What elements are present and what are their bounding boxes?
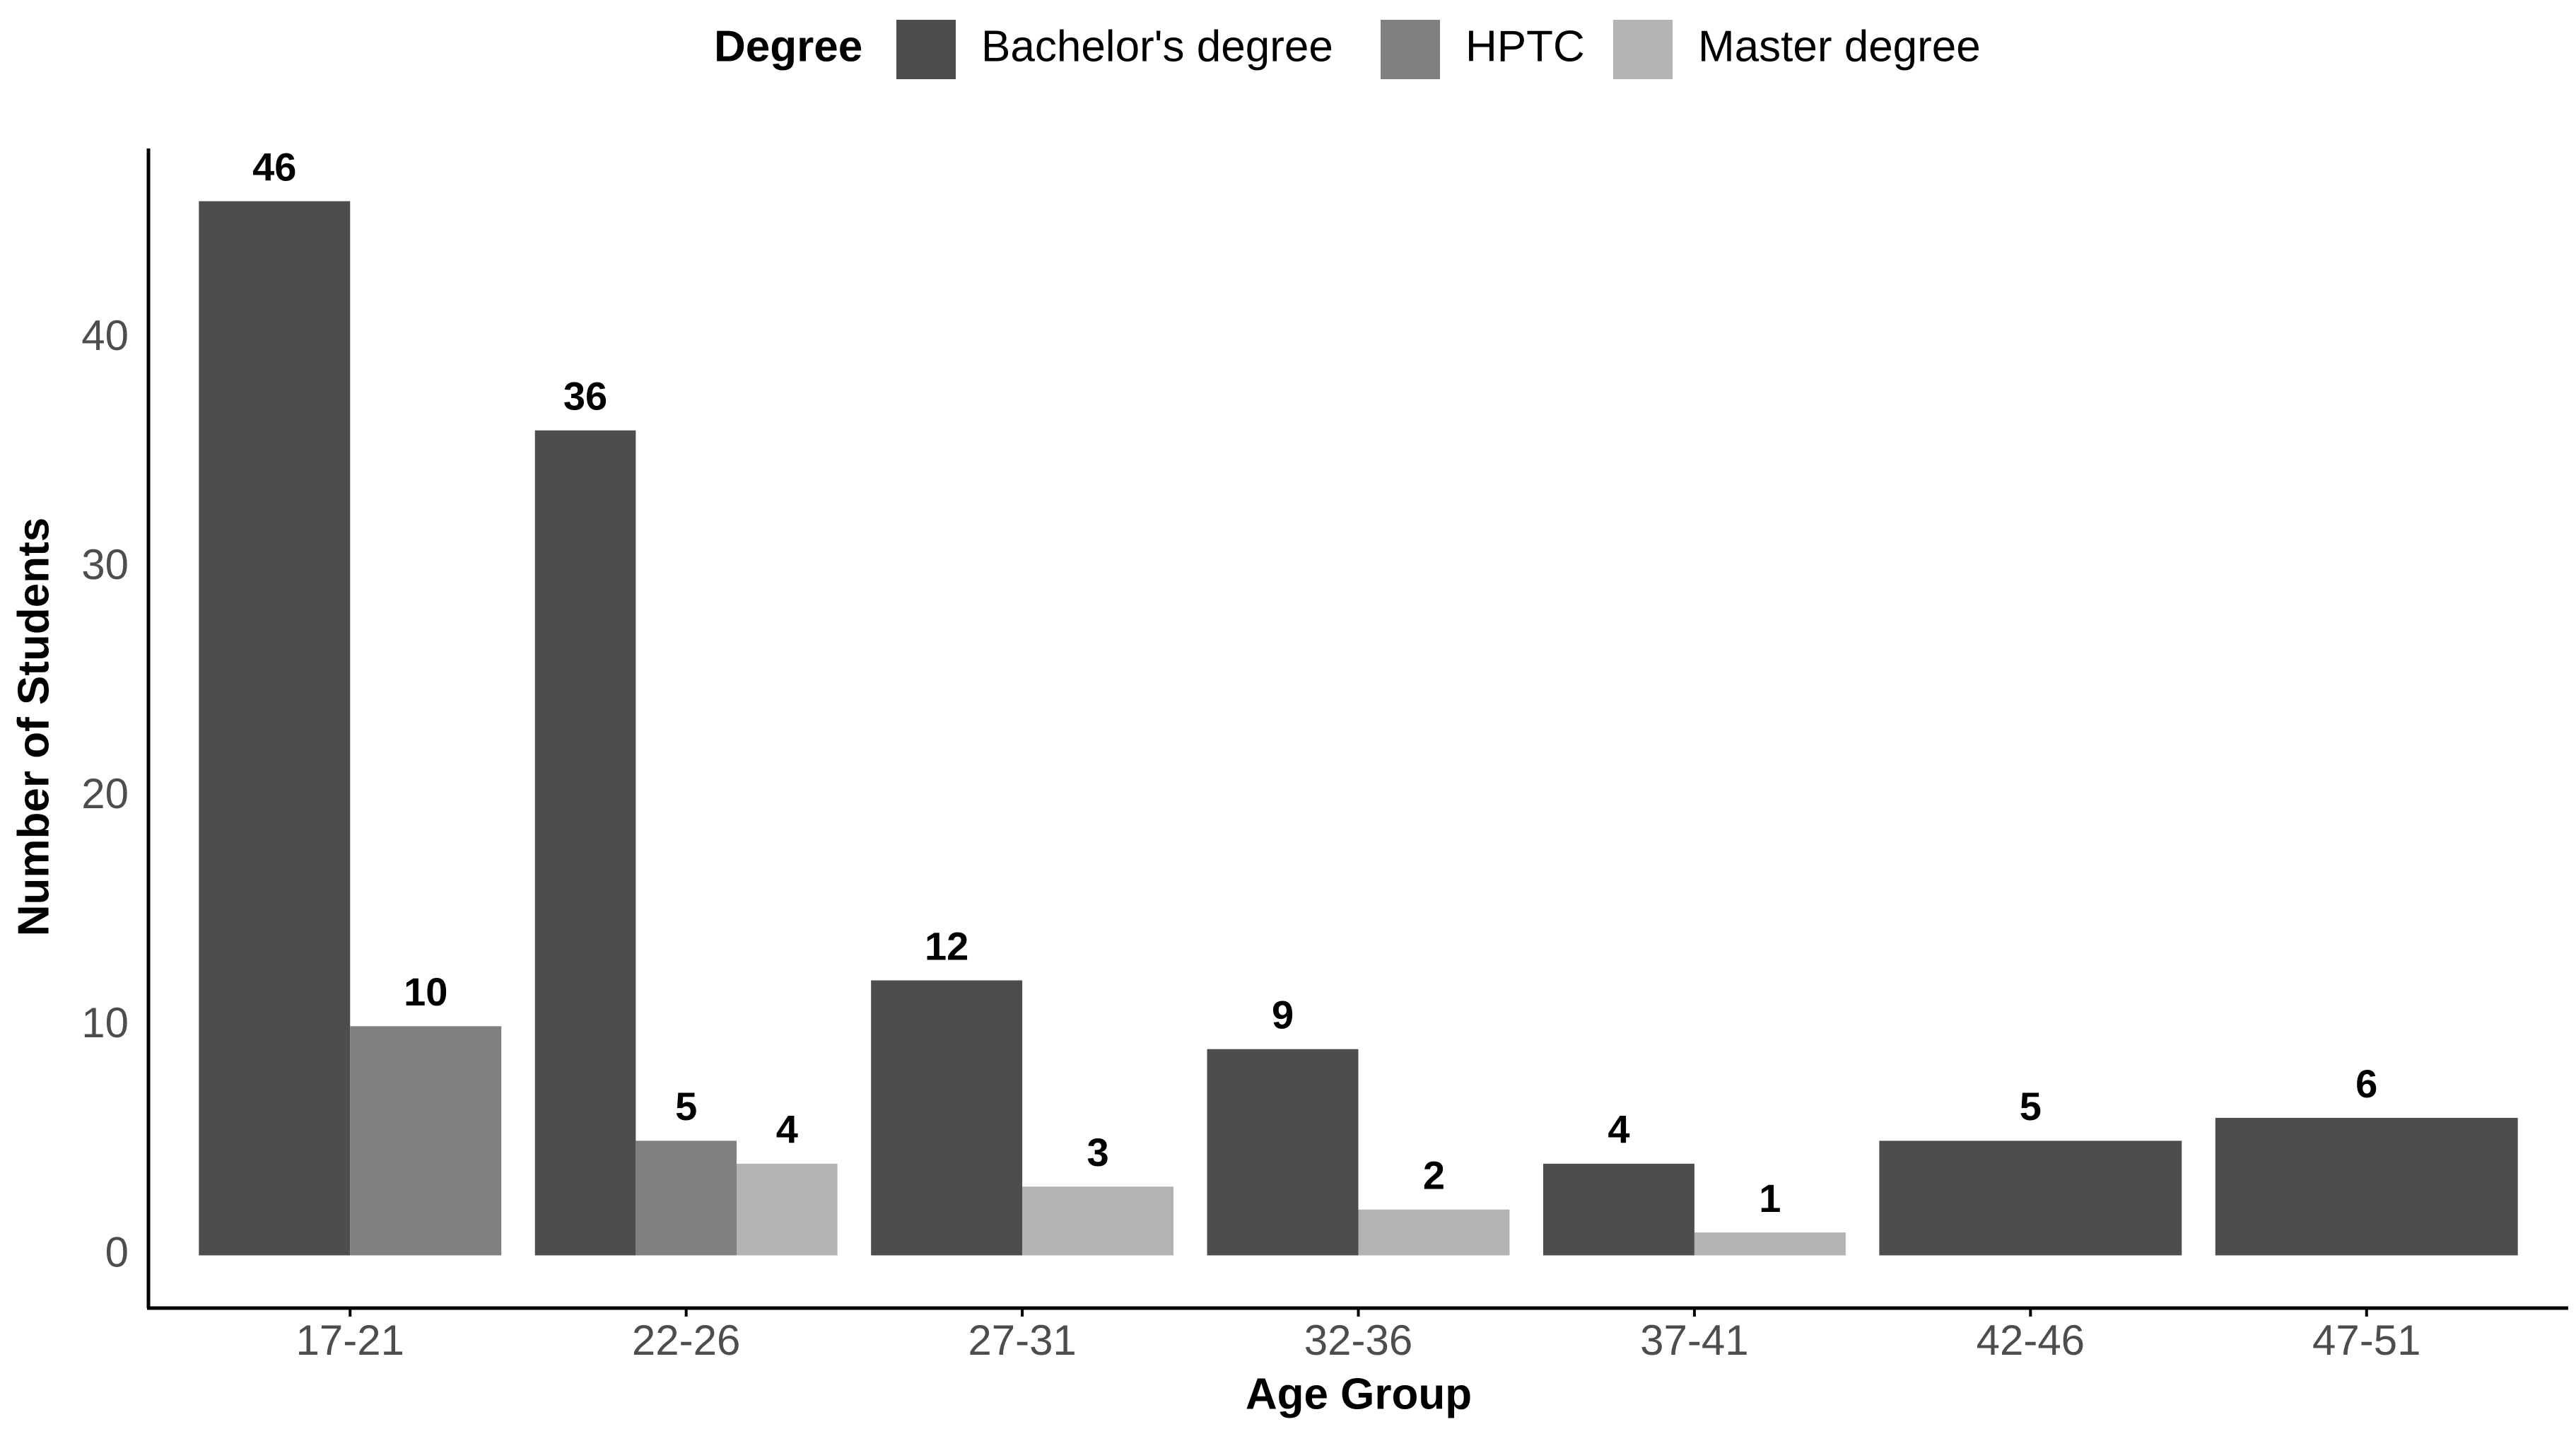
data-label: 9 <box>1272 993 1294 1037</box>
data-label: 6 <box>2355 1061 2377 1106</box>
data-label: 36 <box>563 373 607 418</box>
bar <box>1879 1141 2182 1256</box>
legend-swatch <box>1613 20 1673 79</box>
x-tick-label: 32-36 <box>1304 1317 1412 1364</box>
x-axis-title: Age Group <box>1246 1370 1472 1418</box>
bar <box>871 980 1023 1256</box>
bar <box>736 1163 838 1256</box>
legend-label: HPTC <box>1465 22 1585 71</box>
bar <box>199 201 351 1256</box>
y-tick-label: 10 <box>81 999 129 1046</box>
legend-swatch <box>1381 20 1440 79</box>
data-label: 2 <box>1423 1153 1445 1197</box>
bar <box>636 1141 737 1256</box>
bar <box>1694 1232 1846 1256</box>
data-label: 4 <box>776 1107 798 1152</box>
legend-label: Bachelor's degree <box>981 22 1333 71</box>
bar <box>1207 1049 1359 1256</box>
bar <box>1022 1186 1174 1256</box>
x-tick-label: 22-26 <box>632 1317 740 1364</box>
y-tick-label: 0 <box>105 1228 129 1276</box>
data-label: 5 <box>675 1084 697 1128</box>
legend-swatch <box>896 20 956 79</box>
x-tick-label: 42-46 <box>1977 1317 2085 1364</box>
bar <box>2215 1117 2518 1256</box>
y-axis-title: Number of Students <box>9 518 58 936</box>
x-tick-label: 47-51 <box>2312 1317 2420 1364</box>
data-label: 1 <box>1759 1176 1781 1220</box>
legend-title: Degree <box>714 22 862 71</box>
y-tick-label: 30 <box>81 541 129 588</box>
x-tick-label: 17-21 <box>296 1317 404 1364</box>
data-label: 10 <box>404 969 447 1014</box>
bar <box>1358 1209 1510 1256</box>
data-label: 46 <box>252 144 296 189</box>
bar <box>350 1026 502 1256</box>
bar <box>1542 1163 1694 1256</box>
y-tick-label: 40 <box>81 312 129 359</box>
x-tick-label: 37-41 <box>1640 1317 1748 1364</box>
data-label: 5 <box>2020 1084 2042 1128</box>
data-label: 3 <box>1087 1130 1108 1174</box>
data-label: 12 <box>925 923 968 968</box>
legend-label: Master degree <box>1698 22 1981 71</box>
bar <box>534 430 636 1256</box>
y-tick-label: 20 <box>81 770 129 817</box>
data-label: 4 <box>1608 1107 1629 1152</box>
x-tick-label: 27-31 <box>968 1317 1076 1364</box>
